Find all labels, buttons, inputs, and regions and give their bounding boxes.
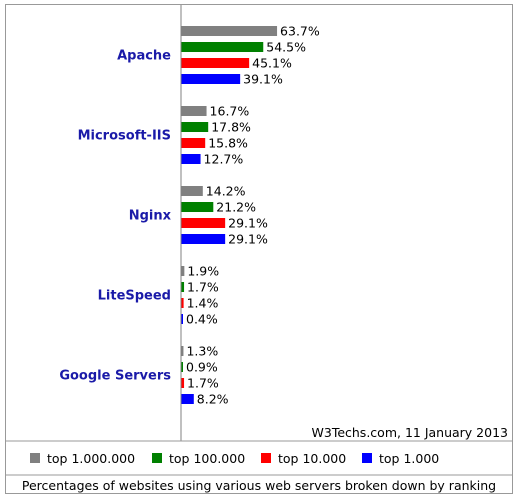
- bar: [181, 314, 183, 324]
- chart-credit: W3Techs.com, 11 January 2013: [312, 425, 509, 440]
- data-label: 39.1%: [243, 72, 283, 87]
- data-label: 17.8%: [211, 120, 251, 135]
- bar: [181, 218, 226, 228]
- data-label: 16.7%: [210, 104, 250, 119]
- data-label: 14.2%: [206, 184, 246, 199]
- bar: [181, 202, 214, 212]
- legend-label: top 1.000: [379, 451, 439, 466]
- legend-swatch: [362, 453, 372, 463]
- bar: [181, 346, 184, 356]
- legend-label: top 1.000.000: [47, 451, 135, 466]
- plot-layer: Apache 63.7%54.5%45.1%39.1% Microsoft-IIS 1…: [59, 5, 320, 441]
- bar: [181, 58, 250, 68]
- bar: [181, 298, 184, 308]
- data-label: 8.2%: [197, 392, 229, 407]
- chart-frame: [5, 4, 513, 494]
- data-label: 29.1%: [228, 216, 268, 231]
- category-label: Google Servers: [59, 369, 171, 384]
- legend-label: top 10.000: [278, 451, 346, 466]
- data-label: 12.7%: [204, 152, 244, 167]
- data-label: 45.1%: [252, 56, 292, 71]
- data-label: 0.9%: [186, 360, 218, 375]
- data-label: 1.7%: [187, 280, 219, 295]
- data-label: 1.9%: [187, 264, 219, 279]
- bar: [181, 186, 203, 196]
- legend-swatch: [261, 453, 271, 463]
- legend-swatch: [30, 453, 40, 463]
- bar: [181, 378, 185, 388]
- data-label: 21.2%: [216, 200, 256, 215]
- bar: [181, 266, 185, 276]
- bar: [181, 362, 183, 372]
- category-label: Microsoft-IIS: [78, 129, 171, 144]
- data-label: 1.3%: [186, 344, 218, 359]
- bar: [181, 106, 207, 116]
- bar: [181, 122, 209, 132]
- category-label: LiteSpeed: [98, 289, 171, 304]
- data-label: 63.7%: [280, 24, 320, 39]
- bar: [181, 42, 264, 52]
- category-label: Apache: [117, 49, 171, 64]
- data-label: 54.5%: [266, 40, 306, 55]
- legend-swatch: [152, 453, 162, 463]
- data-label: 29.1%: [228, 232, 268, 247]
- data-label: 1.7%: [187, 376, 219, 391]
- bar: [181, 26, 278, 36]
- bar: [181, 154, 201, 164]
- legend-label: top 100.000: [169, 451, 245, 466]
- data-label: 15.8%: [208, 136, 248, 151]
- chart-caption: Percentages of websites using various we…: [22, 478, 496, 493]
- bar: [181, 234, 226, 244]
- data-label: 1.4%: [187, 296, 219, 311]
- bar: [181, 282, 185, 292]
- bar: [181, 138, 206, 148]
- data-label: 0.4%: [186, 312, 218, 327]
- category-label: Nginx: [129, 209, 172, 224]
- bar: [181, 394, 194, 404]
- legend: top 1.000.000 top 100.000 top 10.000 top 1.…: [30, 451, 439, 466]
- bar: [181, 74, 241, 84]
